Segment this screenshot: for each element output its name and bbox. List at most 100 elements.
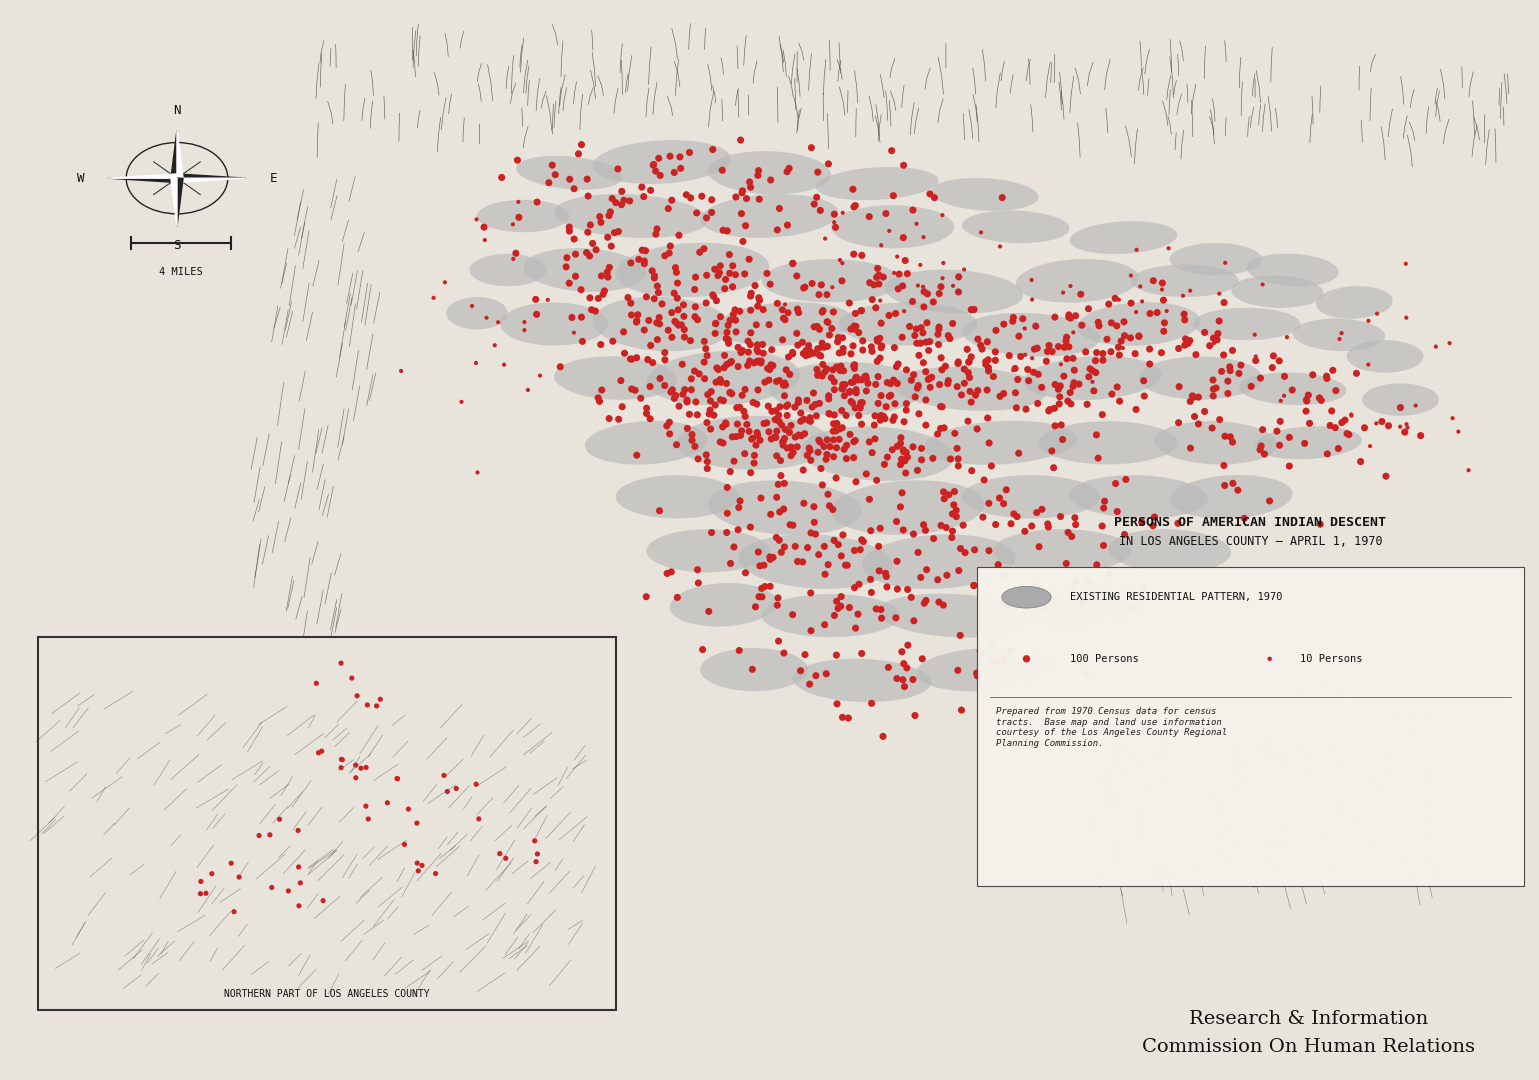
Point <box>1105 318 1130 335</box>
Point <box>745 427 770 444</box>
Point <box>708 257 733 274</box>
Point <box>663 313 688 330</box>
Point <box>1280 381 1305 399</box>
Text: E: E <box>269 172 277 185</box>
Point <box>816 486 840 503</box>
Point <box>1014 650 1039 667</box>
Point <box>968 224 993 241</box>
Point <box>1105 378 1130 395</box>
Point <box>1013 347 1037 364</box>
Point <box>1080 362 1105 379</box>
Point <box>814 446 839 463</box>
Point <box>945 440 970 457</box>
Point <box>1033 599 1057 617</box>
Point <box>275 882 300 900</box>
Point <box>862 417 886 434</box>
Point <box>574 244 599 261</box>
Bar <box>977 567 1524 886</box>
Point <box>405 854 429 872</box>
Point <box>685 406 709 423</box>
Point <box>983 322 1008 339</box>
Point <box>543 166 568 184</box>
Point <box>1020 291 1045 308</box>
Point <box>1005 370 1030 388</box>
Point <box>685 204 709 221</box>
Point <box>888 429 913 446</box>
Point <box>739 464 763 482</box>
Point <box>640 262 665 280</box>
Point <box>759 172 783 189</box>
Point <box>806 365 831 382</box>
Point <box>1130 513 1154 530</box>
Point <box>1267 436 1291 454</box>
Point <box>843 369 868 387</box>
Point <box>922 189 946 206</box>
Point <box>817 405 842 422</box>
Point <box>828 357 853 375</box>
Ellipse shape <box>916 648 1054 691</box>
Point <box>776 440 800 457</box>
Point <box>625 313 649 330</box>
Point <box>1043 417 1068 434</box>
Point <box>783 538 808 555</box>
Point <box>865 330 890 348</box>
Point <box>671 386 696 403</box>
Point <box>702 406 726 423</box>
Point <box>682 363 706 380</box>
Ellipse shape <box>793 659 931 702</box>
Point <box>699 383 723 401</box>
Point <box>1228 356 1253 374</box>
Point <box>757 372 782 389</box>
Ellipse shape <box>862 535 1016 589</box>
Point <box>802 384 826 402</box>
Text: 10 Persons: 10 Persons <box>1300 653 1364 664</box>
Point <box>1062 509 1087 526</box>
Point <box>874 205 899 222</box>
Point <box>765 596 790 613</box>
Point <box>891 157 916 174</box>
Point <box>671 296 696 313</box>
Point <box>743 276 768 294</box>
Point <box>911 298 936 315</box>
Point <box>868 339 893 356</box>
Point <box>925 426 950 443</box>
Point <box>746 289 771 307</box>
Point <box>863 600 888 618</box>
Point <box>1205 332 1230 349</box>
Point <box>770 417 794 434</box>
Point <box>845 606 870 623</box>
Point <box>765 590 790 607</box>
Point <box>1248 441 1273 458</box>
Point <box>729 342 754 360</box>
Point <box>931 596 956 613</box>
Point <box>863 376 888 393</box>
Point <box>653 343 677 361</box>
Point <box>951 261 976 279</box>
Point <box>1073 343 1097 361</box>
Point <box>1294 392 1319 409</box>
Point <box>914 561 939 578</box>
Point <box>797 409 822 427</box>
Point <box>737 251 762 268</box>
Point <box>808 433 833 450</box>
Point <box>748 292 773 309</box>
Point <box>677 406 702 423</box>
Point <box>1394 309 1419 326</box>
Point <box>729 422 754 440</box>
Point <box>1211 294 1236 311</box>
Point <box>716 316 740 334</box>
Point <box>1183 346 1208 363</box>
Point <box>843 368 868 386</box>
Point <box>757 361 782 378</box>
Point <box>759 341 783 359</box>
Point <box>705 292 729 309</box>
Point <box>842 199 866 216</box>
Point <box>877 307 902 324</box>
Point <box>1330 324 1354 341</box>
Point <box>1034 352 1059 369</box>
Point <box>934 518 959 536</box>
Point <box>802 514 826 531</box>
Point <box>1013 523 1037 540</box>
Point <box>908 569 933 586</box>
Point <box>765 488 790 505</box>
